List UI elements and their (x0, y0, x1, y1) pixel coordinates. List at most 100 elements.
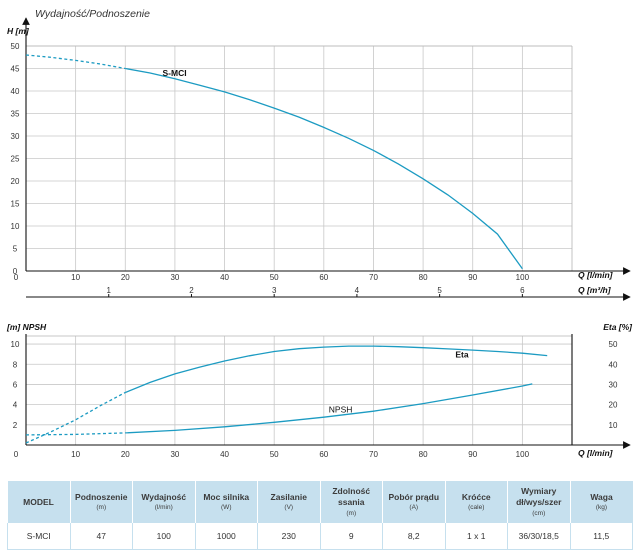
y-tick-label: 40 (11, 87, 20, 96)
y-tick-label: 30 (11, 132, 20, 141)
column-unit: (V) (284, 504, 294, 512)
x-tick-label: 40 (220, 273, 229, 282)
x-tick-label: 10 (71, 273, 80, 282)
x-tick-label: 50 (270, 450, 279, 459)
table-cell: S-MCI (7, 523, 71, 550)
column-unit: (m) (96, 504, 107, 512)
table-cell: 100 (132, 523, 196, 550)
column-header: Króćce (cale) (445, 481, 508, 523)
x-tick-label: 10 (71, 450, 80, 459)
column-unit: (kg) (595, 504, 608, 512)
x-tick-label: 0 (14, 450, 19, 459)
y-right-tick-label: 20 (609, 401, 618, 410)
column-header: Waga (kg) (570, 481, 633, 523)
column-header-label: MODEL (23, 496, 54, 507)
x-tick-label: 40 (220, 450, 229, 459)
x-tick-label: 90 (468, 450, 477, 459)
x2-tick-label: 3 (272, 286, 277, 295)
y-right-axis-label: Eta [%] (603, 322, 633, 332)
npsh-efficiency-chart: 2 4 6 8 10 10 20 30 40 50 0 10 20 30 40 50 60 70 80 90 100 [m… (6, 322, 633, 459)
series-eta-line (125, 345, 548, 394)
column-header-label: Waga (590, 491, 613, 502)
column-header-label: Wydajność (141, 491, 187, 502)
table-cell: 11,5 (570, 523, 633, 550)
column-header: Zdolność ssania (m) (320, 481, 383, 523)
y-tick-label: 10 (11, 222, 20, 231)
y-tick-label: 0 (13, 267, 18, 276)
column-header-label: Wymiary dł/wys/szer (516, 486, 562, 507)
table-cell: 8,2 (382, 523, 446, 550)
x-tick-label: 30 (170, 450, 179, 459)
column-header-label: Podnoszenie (75, 491, 128, 502)
x-tick-label: 90 (468, 273, 477, 282)
table-cell: 230 (257, 523, 321, 550)
table-row: S-MCI 47 100 1000 230 9 8,2 1 x 1 36/30/18,5 11,5 (7, 523, 633, 550)
table-cell: 1 x 1 (445, 523, 508, 550)
x-tick-label: 50 (270, 273, 279, 282)
y-tick-label: 25 (11, 155, 20, 164)
column-header-label: Moc silnika (203, 491, 250, 502)
column-header: Moc silnika (W) (195, 481, 258, 523)
table-cell: 9 (320, 523, 383, 550)
x-tick-label: 20 (121, 273, 130, 282)
x2-tick-label: 4 (355, 286, 360, 295)
series-npsh-extrapolated (25, 432, 126, 436)
y-right-tick-label: 40 (609, 360, 618, 369)
column-header-label: Zdolność ssania (332, 486, 371, 507)
x-tick-label: 0 (14, 273, 19, 282)
column-unit: (l/min) (154, 504, 173, 512)
column-unit: (W) (221, 504, 232, 512)
x2-tick-label: 5 (437, 286, 442, 295)
x-tick-label: 80 (419, 273, 428, 282)
y-right-tick-label: 50 (609, 340, 618, 349)
column-header: MODEL (7, 481, 71, 523)
y-right-tick-label: 30 (609, 380, 618, 389)
x-tick-label: 30 (170, 273, 179, 282)
column-unit: (m) (346, 509, 357, 517)
y-left-tick-label: 8 (13, 360, 18, 369)
x-tick-label: 70 (369, 273, 378, 282)
x2-tick-label: 1 (107, 286, 112, 295)
y-tick-label: 45 (11, 65, 20, 74)
x-tick-label: 100 (516, 450, 530, 459)
chart-title: Wydajność/Podnoszenie (35, 8, 150, 20)
column-unit: (A) (409, 504, 419, 512)
series-label: S-MCI (163, 68, 187, 78)
column-unit: (cale) (468, 504, 485, 512)
column-unit: (cm) (532, 509, 546, 517)
y-axis-label: H [m] (7, 26, 30, 36)
series-s-mci-line (125, 67, 523, 270)
column-header: Wydajność (l/min) (132, 481, 196, 523)
y-tick-label: 15 (11, 200, 20, 209)
x2-tick-label: 2 (189, 286, 194, 295)
x2-tick-label: 6 (520, 286, 525, 295)
x-tick-label: 60 (319, 273, 328, 282)
x-tick-label: 60 (319, 450, 328, 459)
table-cell: 47 (70, 523, 133, 550)
x-axis-label: Q [l/min] (578, 448, 614, 458)
x2-axis-label: Q [m³/h] (578, 285, 612, 295)
x-axis-label: Q [l/min] (578, 270, 614, 280)
y-tick-label: 50 (11, 42, 20, 51)
y-left-tick-label: 10 (11, 340, 20, 349)
y-tick-label: 5 (13, 245, 18, 254)
table-header-row: MODEL Podnoszenie (m) Wydajność (l/min) Moc s… (7, 481, 633, 523)
series-npsh-line (125, 383, 533, 434)
y-right-tick-label: 10 (609, 421, 618, 430)
y-left-tick-label: 4 (13, 401, 18, 410)
column-header-label: Zasilanie (270, 491, 307, 502)
column-header: Wymiary dł/wys/szer (cm) (507, 481, 571, 523)
specification-table: MODEL Podnoszenie (m) Wydajność (l/min) Moc s… (7, 481, 633, 550)
y-tick-label: 35 (11, 110, 20, 119)
table-cell: 36/30/18,5 (507, 523, 571, 550)
x-tick-label: 20 (121, 450, 130, 459)
series-eta-extrapolated (25, 391, 126, 444)
y-left-tick-label: 2 (13, 421, 18, 430)
table-body: S-MCI 47 100 1000 230 9 8,2 1 x 1 36/30/18,5 11,5 (7, 523, 633, 550)
series-label-npsh: NPSH (329, 405, 353, 415)
x-tick-label: 100 (516, 273, 530, 282)
y-left-axis-label: [m] NPSH (6, 322, 47, 332)
x-tick-label: 70 (369, 450, 378, 459)
column-header: Podnoszenie (m) (70, 481, 133, 523)
